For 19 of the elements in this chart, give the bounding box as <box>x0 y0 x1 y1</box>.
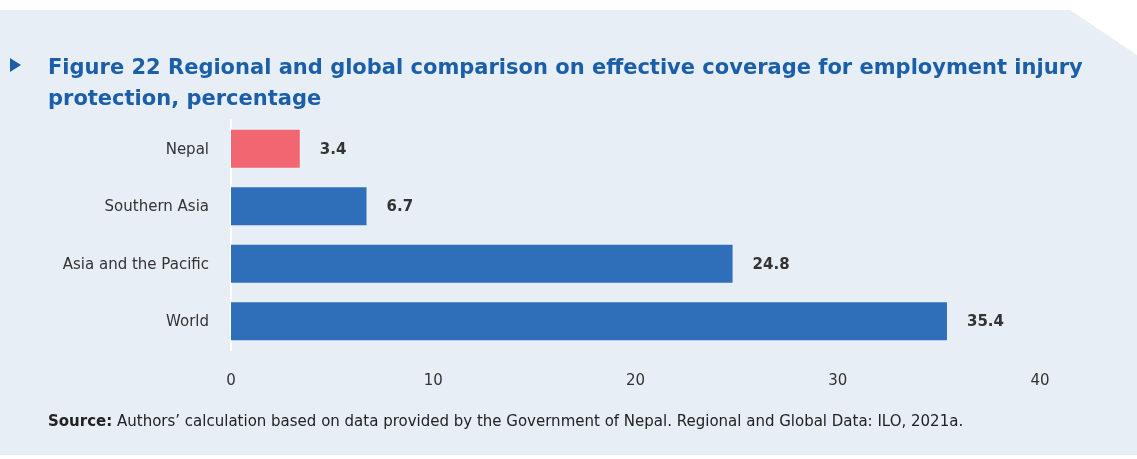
y-tick-label: World <box>166 312 209 331</box>
data-label: 24.8 <box>752 254 790 273</box>
chart-title: Figure 22 Regional and global comparison on effective coverage for employment injury protection, percentage <box>48 54 1084 112</box>
y-tick-label: Nepal <box>165 139 209 158</box>
bar <box>231 129 300 168</box>
y-tick-label: Southern Asia <box>104 197 209 216</box>
y-tick-label: Asia and the Pacific <box>62 254 209 273</box>
data-label: 6.7 <box>386 197 414 216</box>
x-tick-label: 40 <box>1030 370 1050 389</box>
x-tick-label: 30 <box>828 370 848 389</box>
x-tick-label: 0 <box>226 370 236 389</box>
data-label: 3.4 <box>319 139 347 158</box>
x-tick-label: 20 <box>625 370 646 389</box>
bar <box>231 244 733 283</box>
x-tick-label: 10 <box>423 370 443 389</box>
bar <box>231 302 947 341</box>
source-note: Source: Authors’ calculation based on data provided by the Government of Nepal. Regional and Global Data: ILO, 2021a. <box>48 412 964 430</box>
data-label: 35.4 <box>966 312 1004 331</box>
bar <box>231 187 367 226</box>
